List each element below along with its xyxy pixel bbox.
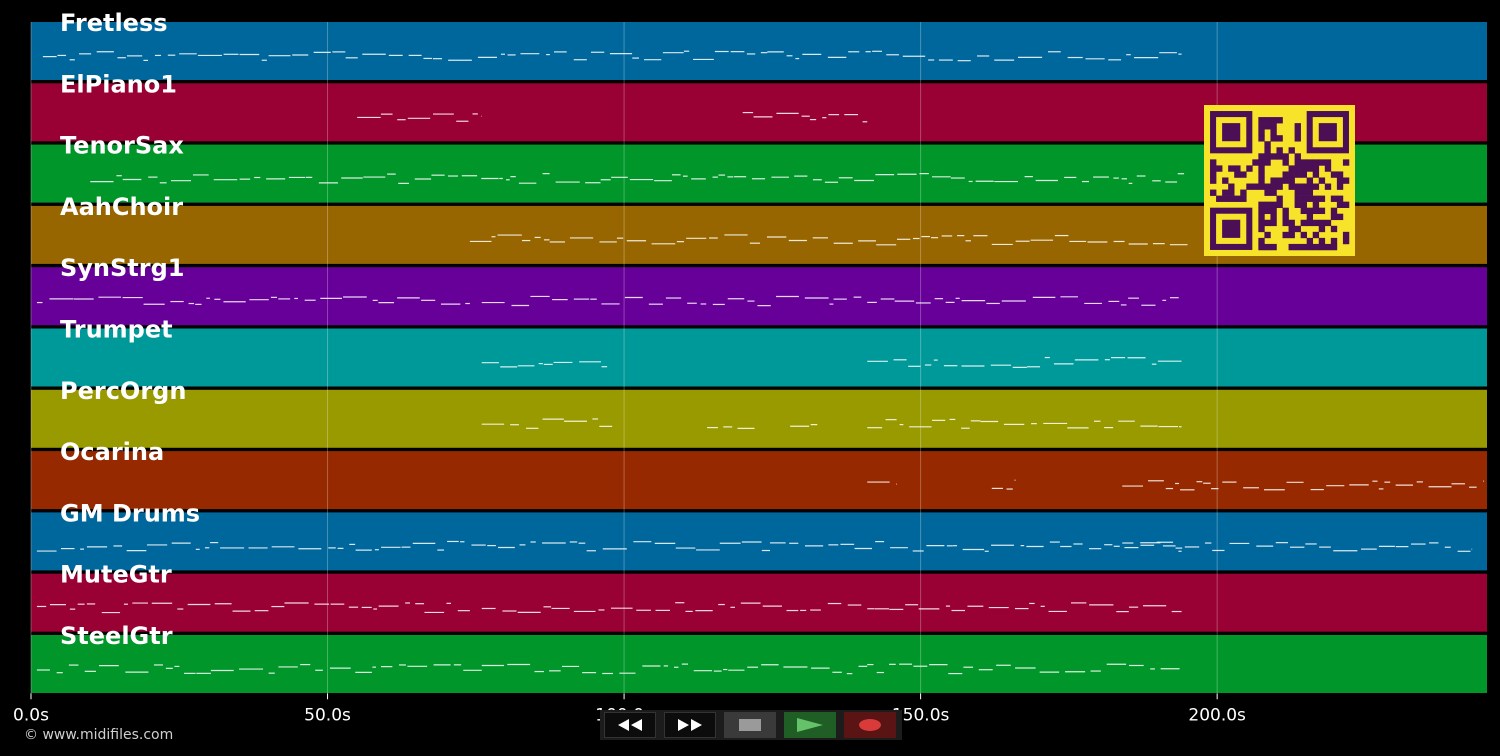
record-button[interactable] [844, 712, 896, 738]
transport-controls [600, 710, 902, 740]
tick-label: 200.0s [1188, 705, 1246, 725]
track-label: AahChoir [60, 193, 183, 221]
rewind-icon [618, 719, 642, 731]
track-band-4 [31, 267, 1487, 326]
fast-forward-button[interactable] [664, 712, 716, 738]
qr-pattern [1204, 105, 1355, 256]
track-label: Trumpet [60, 316, 173, 344]
track-band-7 [31, 451, 1487, 510]
track-label: Fretless [60, 9, 168, 37]
stop-icon [739, 719, 761, 731]
record-icon [859, 719, 881, 731]
track-band-8 [31, 512, 1487, 571]
track-label: SynStrg1 [60, 254, 185, 282]
track-band-5 [31, 328, 1487, 387]
play-icon [797, 718, 823, 732]
fast-forward-icon [678, 719, 702, 731]
tick-label: 150.0s [892, 705, 950, 725]
track-label: GM Drums [60, 499, 200, 527]
note-overlay [36, 50, 1485, 675]
copyright-text: © www.midifiles.com [24, 727, 174, 743]
track-labels: Fretless ElPiano1 TenorSax AahChoir SynStrg1… [60, 9, 200, 650]
tick-label: 0.0s [13, 705, 49, 725]
tick-label: 50.0s [304, 705, 351, 725]
track-band-10 [31, 635, 1487, 693]
rewind-button[interactable] [604, 712, 656, 738]
track-band-6 [31, 389, 1487, 448]
track-label: SteelGtr [60, 622, 173, 650]
qr-code [1204, 105, 1355, 256]
track-band-0 [31, 22, 1487, 80]
track-label: MuteGtr [60, 561, 172, 589]
track-label: TenorSax [60, 132, 184, 160]
track-label: ElPiano1 [60, 70, 177, 98]
track-label: PercOrgn [60, 377, 186, 405]
stop-button[interactable] [724, 712, 776, 738]
track-label: Ocarina [60, 438, 164, 466]
play-button[interactable] [784, 712, 836, 738]
